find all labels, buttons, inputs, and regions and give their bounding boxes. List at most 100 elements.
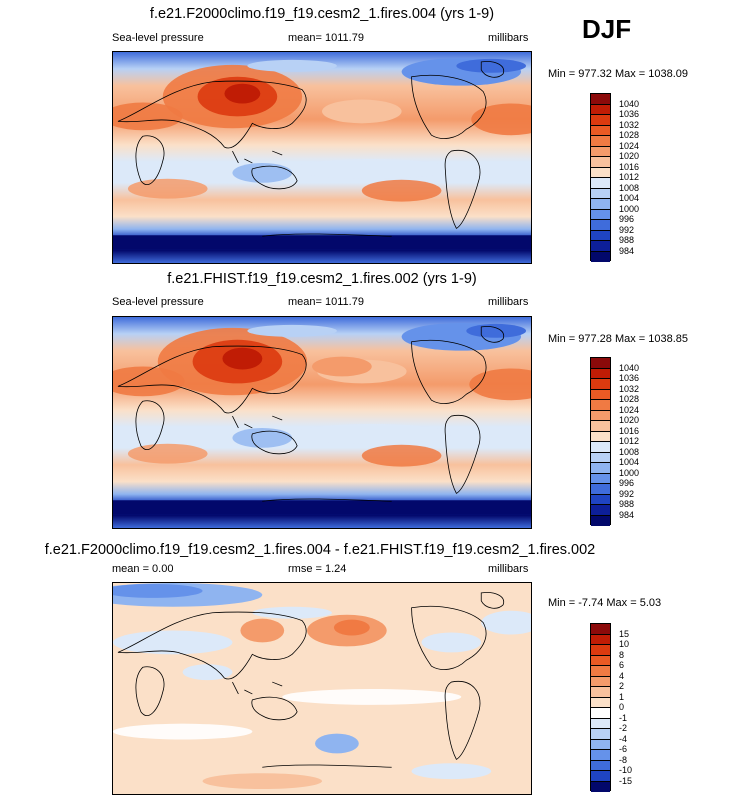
colorbar-tick-label: 0 — [619, 702, 625, 712]
panel-3-minmax: Min = -7.74 Max = 5.03 — [548, 597, 662, 609]
panel-2-right-label: millibars — [488, 296, 529, 308]
colorbar-swatch — [591, 452, 610, 463]
colorbar-swatch — [591, 697, 610, 708]
colorbar-swatch — [591, 718, 610, 729]
colorbar-swatch — [591, 410, 610, 421]
colorbar-swatch — [591, 199, 610, 210]
panel-3-right-label: millibars — [488, 563, 529, 575]
colorbar-swatch — [591, 136, 610, 147]
colorbar-swatch — [591, 729, 610, 740]
colorbar-swatch — [591, 167, 610, 178]
colorbar-swatch — [591, 115, 610, 126]
colorbar-tick-label: 1020 — [619, 415, 640, 425]
colorbar-swatch — [591, 463, 610, 474]
panel-1-colorbar — [590, 93, 611, 262]
colorbar-swatch — [591, 379, 610, 390]
colorbar-swatch — [591, 368, 610, 379]
colorbar-tick-label: 984 — [619, 245, 635, 256]
colorbar-tick-label: 6 — [619, 660, 625, 670]
colorbar-tick-label: 992 — [619, 488, 635, 499]
panel-2-title: f.e21.FHIST.f19_f19.cesm2_1.fires.002 (y… — [167, 271, 477, 287]
colorbar-swatch — [591, 781, 610, 792]
colorbar-tick-label: -10 — [619, 765, 633, 775]
panel-2-left-label: Sea-level pressure — [112, 296, 204, 308]
colorbar-swatch — [591, 421, 610, 432]
panel-2-map — [112, 316, 532, 529]
colorbar-tick-label: 1032 — [619, 119, 640, 130]
colorbar-swatch — [591, 645, 610, 656]
colorbar-swatch — [591, 484, 610, 495]
colorbar-tick-label: 1008 — [619, 182, 640, 193]
colorbar-swatch — [591, 708, 610, 719]
colorbar-swatch — [591, 505, 610, 516]
colorbar-swatch — [591, 634, 610, 645]
panel-2-colorbar-labels: 1040 1036 1032 1028 1024 1020 1016 1012 1008 1004… — [619, 357, 659, 525]
colorbar-tick-label: 1008 — [619, 446, 640, 457]
colorbar-tick-label: -2 — [619, 723, 628, 733]
colorbar-tick-label: 988 — [619, 499, 635, 509]
panel-3-colorbar-labels: 15 10 8 6 4 2 1 0 -1 -2 -4 -6 -8 -10 -15 — [619, 623, 659, 791]
colorbar-tick-label: -8 — [619, 754, 628, 765]
panel-3-colorbar — [590, 623, 611, 792]
colorbar-swatch — [591, 94, 610, 105]
colorbar-tick-label: 8 — [619, 649, 625, 660]
panel-2-minmax: Min = 977.28 Max = 1038.85 — [548, 333, 689, 345]
colorbar-tick-label: 1004 — [619, 457, 640, 467]
colorbar-tick-label: 1036 — [619, 109, 640, 119]
colorbar-swatch — [591, 178, 610, 189]
colorbar-swatch — [591, 389, 610, 400]
colorbar-tick-label: 1028 — [619, 130, 640, 140]
colorbar-swatch — [591, 666, 610, 677]
colorbar-tick-label: 1040 — [619, 362, 640, 373]
colorbar-swatch — [591, 241, 610, 252]
colorbar-swatch — [591, 358, 610, 369]
colorbar-swatch — [591, 515, 610, 526]
panel-2-colorbar — [590, 357, 611, 526]
colorbar-tick-label: 988 — [619, 235, 635, 245]
colorbar-tick-label: 1004 — [619, 193, 640, 203]
colorbar-swatch — [591, 624, 610, 635]
colorbar-tick-label: 2 — [619, 681, 625, 691]
colorbar-swatch — [591, 209, 610, 220]
colorbar-tick-label: 1012 — [619, 172, 640, 182]
colorbar-tick-label: 1024 — [619, 140, 640, 151]
colorbar-swatch — [591, 251, 610, 262]
colorbar-tick-label: 996 — [619, 478, 635, 488]
colorbar-swatch — [591, 760, 610, 771]
colorbar-tick-label: 1016 — [619, 425, 640, 436]
colorbar-swatch — [591, 655, 610, 666]
colorbar-tick-label: 1028 — [619, 394, 640, 404]
panel-3-center-label: rmse = 1.24 — [288, 563, 347, 575]
colorbar-tick-label: 1040 — [619, 98, 640, 109]
colorbar-swatch — [591, 104, 610, 115]
colorbar-tick-label: 1024 — [619, 404, 640, 415]
panel-1-colorbar-labels: 1040 1036 1032 1028 1024 1020 1016 1012 1008 1004… — [619, 93, 659, 261]
colorbar-tick-label: 1000 — [619, 467, 640, 478]
colorbar-tick-label: 1016 — [619, 161, 640, 172]
panel-3-left-label: mean = 0.00 — [112, 563, 174, 575]
panel-1-right-label: millibars — [488, 32, 529, 44]
colorbar-tick-label: 984 — [619, 509, 635, 520]
colorbar-swatch — [591, 220, 610, 231]
panel-1-left-label: Sea-level pressure — [112, 32, 204, 44]
colorbar-swatch — [591, 230, 610, 241]
panel-3-title: f.e21.F2000climo.f19_f19.cesm2_1.fires.0… — [44, 542, 596, 558]
colorbar-swatch — [591, 157, 610, 168]
colorbar-tick-label: -4 — [619, 733, 628, 744]
panel-3-map — [112, 582, 532, 795]
colorbar-tick-label: -1 — [619, 712, 628, 723]
colorbar-swatch — [591, 442, 610, 453]
colorbar-swatch — [591, 687, 610, 698]
colorbar-swatch — [591, 771, 610, 782]
season-label: DJF — [582, 14, 632, 44]
colorbar-tick-label: 1032 — [619, 383, 640, 394]
colorbar-tick-label: 1012 — [619, 436, 640, 446]
colorbar-swatch — [591, 473, 610, 484]
colorbar-swatch — [591, 400, 610, 411]
colorbar-tick-label: 4 — [619, 670, 625, 681]
colorbar-tick-label: -6 — [619, 744, 628, 754]
colorbar-tick-label: 1036 — [619, 373, 640, 383]
colorbar-tick-label: 996 — [619, 214, 635, 224]
panel-2-center-label: mean= 1011.79 — [288, 296, 364, 308]
panel-1-map — [112, 51, 532, 264]
